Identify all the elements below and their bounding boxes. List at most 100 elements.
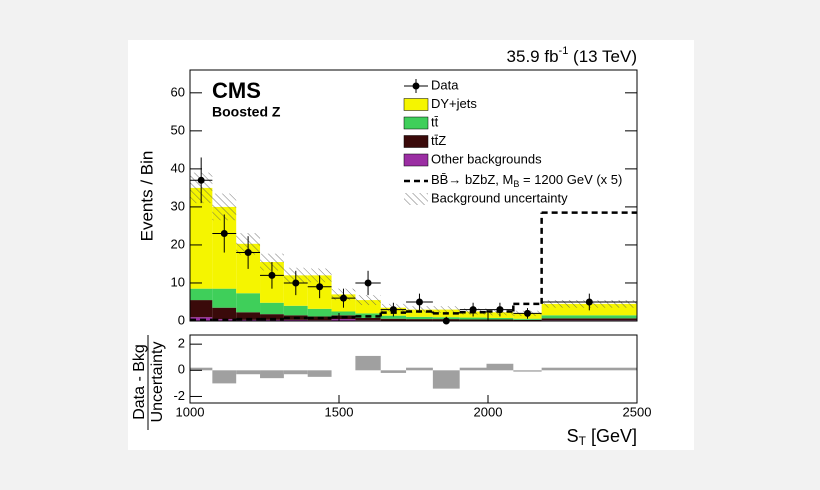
stack-bar: [331, 311, 356, 316]
stack-bar: [260, 319, 284, 321]
y-tick-label: 0: [178, 312, 185, 327]
stack-bar: [283, 319, 308, 321]
energy: (13 TeV): [573, 47, 637, 66]
subtitle: Boosted Z: [212, 104, 281, 120]
y-tick-label: 60: [171, 84, 185, 99]
y-tick-label: 50: [171, 122, 185, 137]
stack-bar: [236, 319, 261, 321]
ratio-frame: [189, 334, 638, 404]
x-tick-label: 1500: [325, 404, 354, 419]
legend-signal-part: BB̄→ bZbZ, M: [431, 172, 513, 187]
data-point: [316, 283, 324, 291]
stack-bar: [513, 318, 542, 320]
y-tick-label: 10: [171, 274, 185, 289]
stack-bar: [355, 317, 381, 321]
y-tick-label: 20: [171, 236, 185, 251]
ratio-bar: [513, 370, 542, 372]
stack-bar: [486, 319, 514, 321]
stack-bar: [406, 316, 433, 320]
ratio-bar: [432, 370, 460, 389]
legend-swatch: [403, 116, 429, 130]
stack-bar: [260, 314, 284, 320]
stack-bar: [236, 312, 261, 320]
stack-bar: [260, 302, 284, 315]
data-point: [244, 249, 252, 257]
stack-bar: [541, 315, 637, 319]
data-point: [220, 230, 228, 238]
data-point: [197, 176, 205, 184]
x-label-unit: [GeV]: [591, 426, 637, 446]
x-tick-label: 1000: [176, 404, 205, 419]
ratio-y-tick-label: 2: [178, 336, 185, 351]
stack-bar: [406, 319, 433, 321]
data-point: [523, 309, 531, 317]
ratio-bar: [307, 370, 332, 377]
y-tick-label: 30: [171, 198, 185, 213]
stack-bar: [190, 288, 213, 301]
experiment: CMS: [212, 78, 261, 103]
x-tick-label: 2000: [474, 404, 503, 419]
x-label-sub: T: [579, 434, 587, 448]
legend-label: DY+jets: [431, 96, 477, 111]
ratio-bar: [541, 367, 637, 371]
legend-signal-part: B: [513, 179, 519, 189]
stack-bar: [307, 308, 332, 317]
ratio-bar: [380, 370, 407, 373]
stack-bar: [380, 318, 407, 321]
ratio-bar: [260, 370, 284, 379]
uncertainty-band: [212, 193, 237, 221]
ratio-y-tick-label: -2: [173, 388, 185, 403]
lumi: 35.9 fb: [507, 47, 559, 66]
stack-bar: [459, 317, 487, 320]
legend-swatch: [403, 98, 429, 111]
stack-bar: [459, 319, 487, 321]
stack-bar: [541, 318, 637, 321]
uncertainty-band: [432, 306, 460, 314]
data-point: [415, 298, 423, 306]
legend-swatch: [403, 153, 429, 167]
data-point: [585, 298, 593, 306]
stack-bar: [212, 288, 237, 308]
stack-bar: [190, 187, 213, 289]
stack-bar: [331, 319, 356, 321]
stack-bar: [212, 307, 237, 320]
ratio-y-tick-label: 0: [178, 362, 185, 377]
lumi-sup: -1: [559, 45, 569, 57]
ratio-bar: [406, 367, 433, 371]
legend-swatch: [403, 135, 429, 148]
data-point: [268, 271, 276, 279]
ratio-label-top: Data - Bkg: [131, 344, 148, 420]
legend-label: tt̄Z: [431, 133, 446, 148]
legend-label: Other backgrounds: [431, 151, 542, 166]
legend-hatch: [404, 193, 428, 205]
legend-label: tt̄: [431, 114, 439, 129]
stack-bar: [513, 319, 542, 321]
data-point: [469, 306, 477, 314]
stack-bar: [190, 300, 213, 318]
legend-label: Data: [431, 77, 459, 92]
title: 35.9 fb-1 (13 TeV): [507, 45, 637, 67]
legend-data-dot: [412, 82, 420, 90]
x-tick-label: 2500: [623, 404, 652, 419]
stack-bar: [283, 305, 308, 316]
data-point: [292, 279, 300, 287]
stack-bar: [380, 315, 407, 319]
ratio-bar: [212, 370, 237, 384]
ratio-label-bottom: Uncertainty: [149, 342, 166, 423]
ratio-bar: [459, 367, 487, 371]
uncertainty-band: [355, 295, 381, 306]
legend-label: Background uncertainty: [431, 190, 568, 205]
ratio-bar: [355, 355, 381, 371]
y-axis-label: Events / Bin: [137, 151, 156, 242]
data-point: [364, 279, 372, 287]
data-point: [496, 306, 504, 314]
ratio-bar: [486, 363, 514, 371]
stack-bar: [236, 293, 261, 313]
stack-bar: [486, 317, 514, 320]
ratio-bar: [236, 370, 261, 375]
data-point: [339, 294, 347, 302]
data-point: [389, 306, 397, 314]
stack-bar: [406, 309, 433, 317]
